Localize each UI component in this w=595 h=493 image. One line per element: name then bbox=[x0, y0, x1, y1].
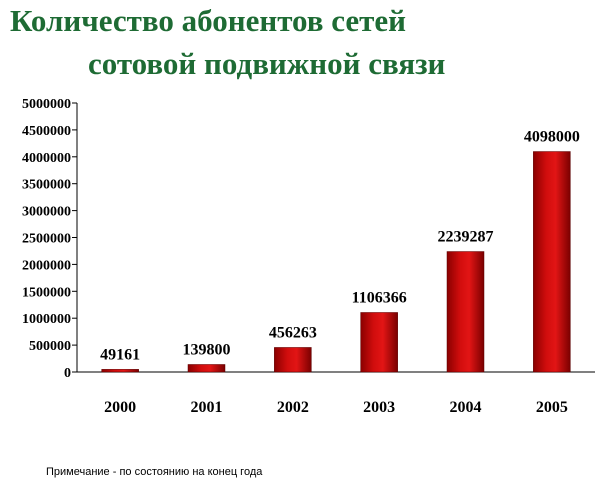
chart-title-line-2: сотовой подвижной связи bbox=[88, 46, 446, 81]
y-tick-label: 500000 bbox=[29, 339, 71, 354]
y-tick-label: 3500000 bbox=[22, 178, 71, 193]
bar bbox=[533, 151, 571, 373]
x-tick-label: 2003 bbox=[363, 399, 395, 416]
data-label: 139800 bbox=[183, 341, 231, 358]
y-tick-label: 4500000 bbox=[22, 124, 71, 139]
chart-title-line-1: Количество абонентов сетей bbox=[10, 3, 407, 38]
x-tick-label: 2002 bbox=[277, 399, 309, 416]
data-label: 456263 bbox=[269, 324, 317, 341]
x-tick-label: 2000 bbox=[104, 399, 136, 416]
y-tick-label: 5000000 bbox=[22, 97, 71, 112]
y-tick-label: 1000000 bbox=[22, 312, 71, 327]
y-tick-label: 2000000 bbox=[22, 258, 71, 273]
footnote: Примечание - по состоянию на конец года bbox=[46, 466, 263, 478]
bar bbox=[360, 312, 398, 373]
data-label: 49161 bbox=[100, 346, 140, 363]
bar bbox=[274, 347, 312, 373]
y-tick-label: 2500000 bbox=[22, 232, 71, 247]
y-tick-label: 4000000 bbox=[22, 151, 71, 166]
x-tick-label: 2004 bbox=[450, 399, 482, 416]
bar bbox=[187, 364, 226, 373]
data-label: 2239287 bbox=[438, 229, 494, 246]
data-label: 4098000 bbox=[524, 129, 580, 146]
y-tick-label: 0 bbox=[64, 366, 71, 381]
x-tick-label: 2005 bbox=[536, 399, 568, 416]
bar bbox=[101, 369, 139, 373]
y-tick-label: 1500000 bbox=[22, 285, 71, 300]
y-tick-label: 3000000 bbox=[22, 205, 71, 220]
data-label: 1106366 bbox=[352, 289, 407, 306]
x-tick-label: 2001 bbox=[191, 399, 223, 416]
bar bbox=[446, 251, 485, 373]
